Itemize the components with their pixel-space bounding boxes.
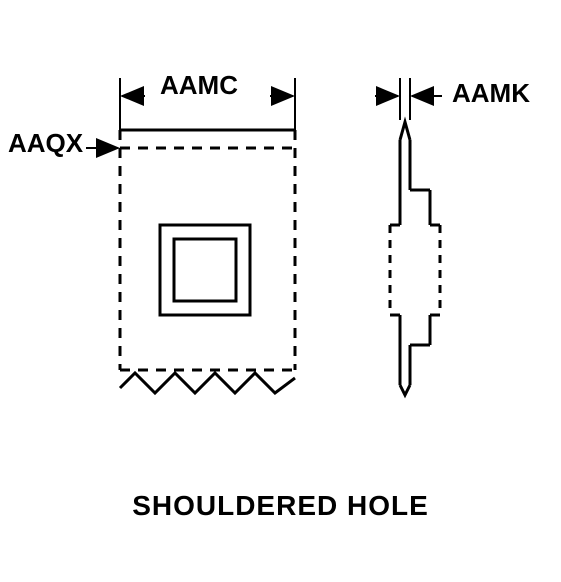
side-tear-line (400, 385, 410, 395)
aaqx-label: AAQX (8, 128, 83, 159)
diagram-container: AAMC AAQX AAMK SHOULDERED HOLE (0, 0, 561, 582)
aamk-label: AAMK (452, 78, 530, 109)
hole-inner-square (174, 239, 236, 301)
front-tear-line (120, 373, 295, 393)
side-top-chamfer (400, 122, 410, 140)
aamc-label: AAMC (160, 70, 238, 101)
technical-drawing (0, 0, 561, 480)
diagram-title: SHOULDERED HOLE (0, 490, 561, 522)
